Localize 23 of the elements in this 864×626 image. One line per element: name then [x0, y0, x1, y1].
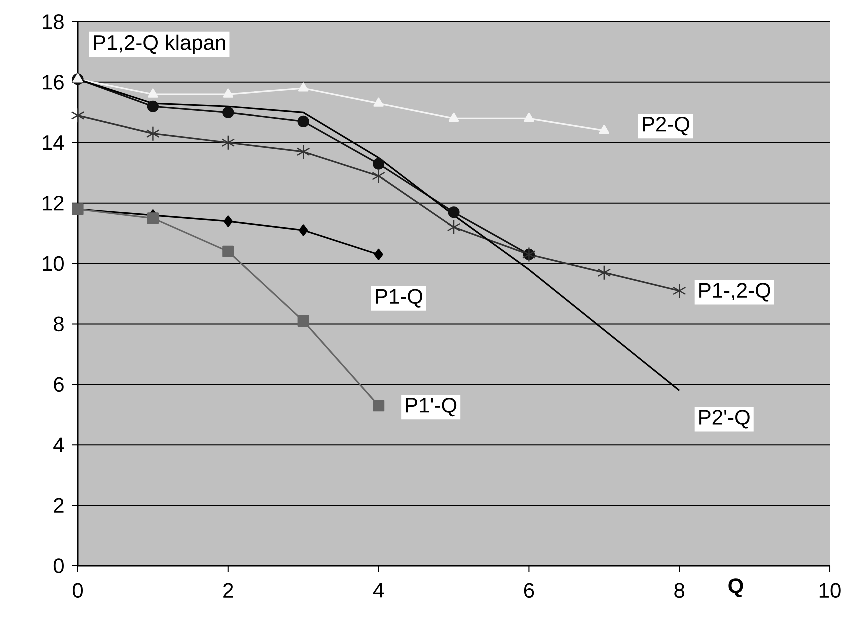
x-tick-label: 8: [674, 583, 685, 598]
y-tick-label: 14: [43, 136, 64, 150]
x-tick-label: 10: [820, 583, 841, 598]
y-tick-label: 2: [54, 498, 64, 513]
x-tick-label: 0: [72, 583, 84, 598]
y-tick-label: 12: [43, 196, 64, 211]
y-tick-label: 6: [54, 377, 64, 392]
series-label: P1-,2-Q: [700, 283, 770, 302]
x-axis-title: Q: [728, 578, 744, 598]
y-tick-label: 0: [54, 558, 64, 574]
y-tick-label: 8: [54, 316, 64, 332]
y-tick-label: 10: [43, 256, 64, 272]
series-label: P1'-Q: [406, 398, 457, 417]
series-label: P2-Q: [643, 116, 690, 136]
series-label: P1,2-Q klapan: [94, 34, 226, 54]
series-label: P2'-Q: [700, 410, 750, 429]
x-tick-label: 6: [524, 583, 534, 598]
y-tick-label: 18: [43, 14, 64, 30]
y-tick-label: 16: [43, 75, 64, 90]
y-tick-label: 4: [54, 438, 64, 452]
x-tick-label: 4: [373, 583, 384, 598]
series-label: P1-Q: [376, 289, 422, 308]
x-tick-label: 2: [224, 583, 234, 598]
